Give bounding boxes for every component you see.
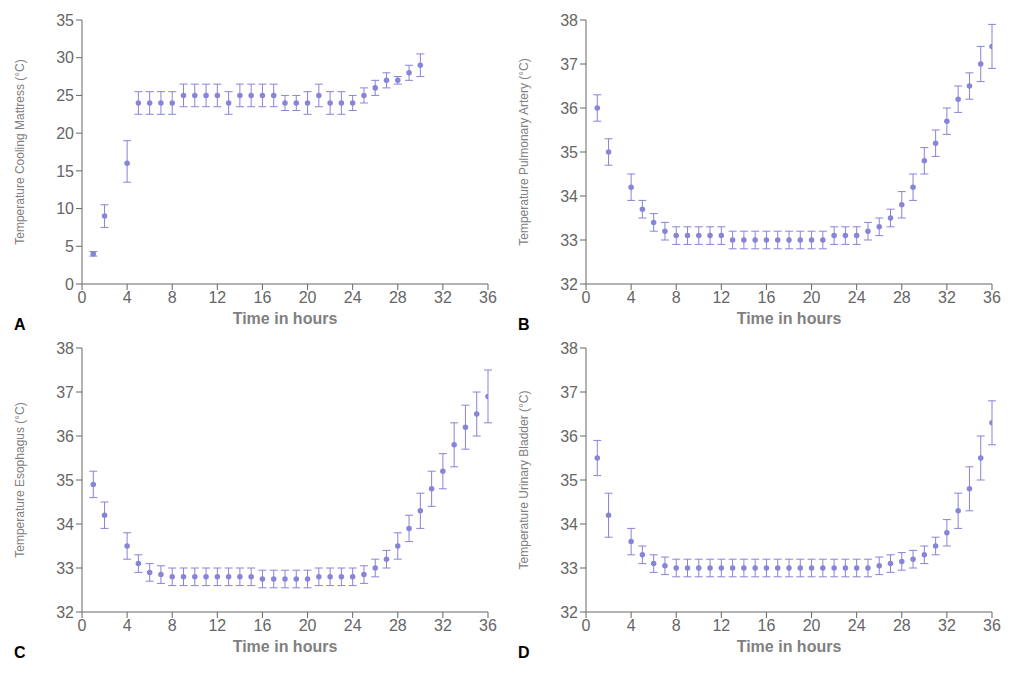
svg-text:4: 4 bbox=[123, 289, 132, 306]
svg-text:0: 0 bbox=[582, 617, 591, 634]
svg-text:4: 4 bbox=[123, 617, 132, 634]
svg-text:4: 4 bbox=[627, 289, 636, 306]
svg-text:Temperature Esophagus (°C): Temperature Esophagus (°C) bbox=[13, 402, 27, 558]
svg-text:24: 24 bbox=[344, 617, 362, 634]
svg-text:38: 38 bbox=[560, 340, 578, 357]
svg-text:35: 35 bbox=[56, 472, 74, 489]
svg-text:36: 36 bbox=[560, 428, 578, 445]
svg-text:34: 34 bbox=[560, 516, 578, 533]
svg-text:5: 5 bbox=[65, 238, 74, 255]
svg-text:15: 15 bbox=[56, 163, 74, 180]
svg-text:20: 20 bbox=[803, 289, 821, 306]
svg-text:32: 32 bbox=[56, 604, 74, 621]
svg-text:36: 36 bbox=[56, 428, 74, 445]
svg-text:20: 20 bbox=[56, 125, 74, 142]
html-text:A: A bbox=[14, 316, 26, 333]
svg-text:20: 20 bbox=[299, 617, 317, 634]
svg-text:28: 28 bbox=[389, 289, 407, 306]
svg-text:34: 34 bbox=[560, 188, 578, 205]
svg-text:33: 33 bbox=[560, 560, 578, 577]
svg-text:38: 38 bbox=[56, 340, 74, 357]
svg-text:25: 25 bbox=[56, 87, 74, 104]
svg-text:4: 4 bbox=[627, 617, 636, 634]
svg-text:32: 32 bbox=[938, 289, 956, 306]
svg-text:37: 37 bbox=[560, 384, 578, 401]
svg-text:16: 16 bbox=[254, 289, 272, 306]
svg-text:Time in hours: Time in hours bbox=[737, 310, 842, 327]
svg-text:Temperature Cooling Mattress (: Temperature Cooling Mattress (°C) bbox=[13, 59, 27, 245]
svg-text:0: 0 bbox=[65, 276, 74, 293]
svg-text:28: 28 bbox=[389, 617, 407, 634]
svg-text:12: 12 bbox=[712, 289, 730, 306]
svg-text:32: 32 bbox=[560, 604, 578, 621]
svg-text:28: 28 bbox=[893, 617, 911, 634]
svg-text:32: 32 bbox=[938, 617, 956, 634]
svg-text:Time in hours: Time in hours bbox=[737, 638, 842, 655]
svg-text:36: 36 bbox=[560, 100, 578, 117]
svg-text:36: 36 bbox=[479, 617, 497, 634]
svg-text:0: 0 bbox=[582, 289, 591, 306]
svg-text:36: 36 bbox=[983, 289, 1001, 306]
svg-text:24: 24 bbox=[848, 289, 866, 306]
svg-text:12: 12 bbox=[712, 617, 730, 634]
svg-text:20: 20 bbox=[803, 617, 821, 634]
svg-text:37: 37 bbox=[560, 56, 578, 73]
svg-text:35: 35 bbox=[56, 12, 74, 29]
svg-text:37: 37 bbox=[56, 384, 74, 401]
svg-text:36: 36 bbox=[479, 289, 497, 306]
svg-text:33: 33 bbox=[56, 560, 74, 577]
svg-text:32: 32 bbox=[434, 617, 452, 634]
svg-text:0: 0 bbox=[78, 617, 87, 634]
svg-text:28: 28 bbox=[893, 289, 911, 306]
svg-text:Temperature Urinary Bladder (°: Temperature Urinary Bladder (°C) bbox=[517, 391, 531, 570]
svg-text:Temperature Pulmonary Artery (: Temperature Pulmonary Artery (°C) bbox=[517, 58, 531, 246]
svg-text:32: 32 bbox=[434, 289, 452, 306]
html-text:B: B bbox=[518, 316, 530, 333]
svg-text:Time in hours: Time in hours bbox=[233, 310, 338, 327]
svg-text:35: 35 bbox=[560, 144, 578, 161]
svg-text:8: 8 bbox=[672, 617, 681, 634]
svg-text:24: 24 bbox=[848, 617, 866, 634]
svg-text:35: 35 bbox=[560, 472, 578, 489]
svg-text:24: 24 bbox=[344, 289, 362, 306]
svg-text:16: 16 bbox=[254, 617, 272, 634]
svg-text:Time in hours: Time in hours bbox=[233, 638, 338, 655]
svg-text:16: 16 bbox=[758, 289, 776, 306]
svg-text:12: 12 bbox=[208, 617, 226, 634]
svg-text:34: 34 bbox=[56, 516, 74, 533]
svg-text:16: 16 bbox=[758, 617, 776, 634]
html-text:C: C bbox=[14, 644, 26, 661]
svg-text:38: 38 bbox=[560, 12, 578, 29]
svg-text:10: 10 bbox=[56, 200, 74, 217]
svg-text:33: 33 bbox=[560, 232, 578, 249]
svg-text:0: 0 bbox=[78, 289, 87, 306]
svg-text:32: 32 bbox=[560, 276, 578, 293]
svg-text:8: 8 bbox=[168, 617, 177, 634]
svg-text:30: 30 bbox=[56, 49, 74, 66]
svg-text:36: 36 bbox=[983, 617, 1001, 634]
html-text:D: D bbox=[518, 644, 530, 661]
svg-text:8: 8 bbox=[672, 289, 681, 306]
svg-text:8: 8 bbox=[168, 289, 177, 306]
svg-text:20: 20 bbox=[299, 289, 317, 306]
svg-text:12: 12 bbox=[208, 289, 226, 306]
